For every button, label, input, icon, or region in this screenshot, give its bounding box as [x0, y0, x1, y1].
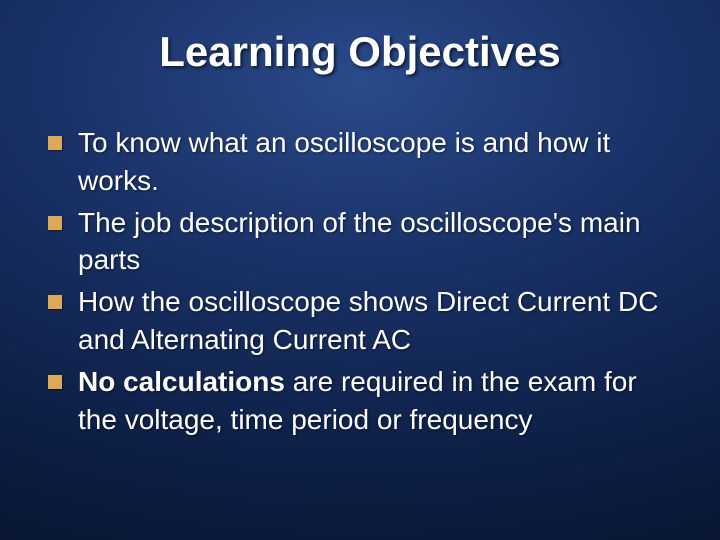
list-item: To know what an oscilloscope is and how …	[48, 124, 680, 200]
list-item: How the oscilloscope shows Direct Curren…	[48, 283, 680, 359]
bullet-text-before: The job description of the oscilloscope'…	[78, 207, 641, 276]
slide: Learning Objectives To know what an osci…	[0, 0, 720, 540]
square-bullet-icon	[48, 136, 62, 150]
square-bullet-icon	[48, 375, 62, 389]
bullet-text: The job description of the oscilloscope'…	[78, 204, 680, 280]
bullet-text: How the oscilloscope shows Direct Curren…	[78, 283, 680, 359]
square-bullet-icon	[48, 295, 62, 309]
bullet-text: To know what an oscilloscope is and how …	[78, 124, 680, 200]
bullet-text-before: How the oscilloscope shows Direct Curren…	[78, 286, 658, 355]
slide-title: Learning Objectives	[40, 28, 680, 76]
list-item: No calculations are required in the exam…	[48, 363, 680, 439]
list-item: The job description of the oscilloscope'…	[48, 204, 680, 280]
square-bullet-icon	[48, 216, 62, 230]
bullet-text: No calculations are required in the exam…	[78, 363, 680, 439]
bullet-text-before: To know what an oscilloscope is and how …	[78, 127, 610, 196]
bullet-list: To know what an oscilloscope is and how …	[40, 124, 680, 442]
bullet-text-bold: No calculations	[78, 366, 285, 397]
